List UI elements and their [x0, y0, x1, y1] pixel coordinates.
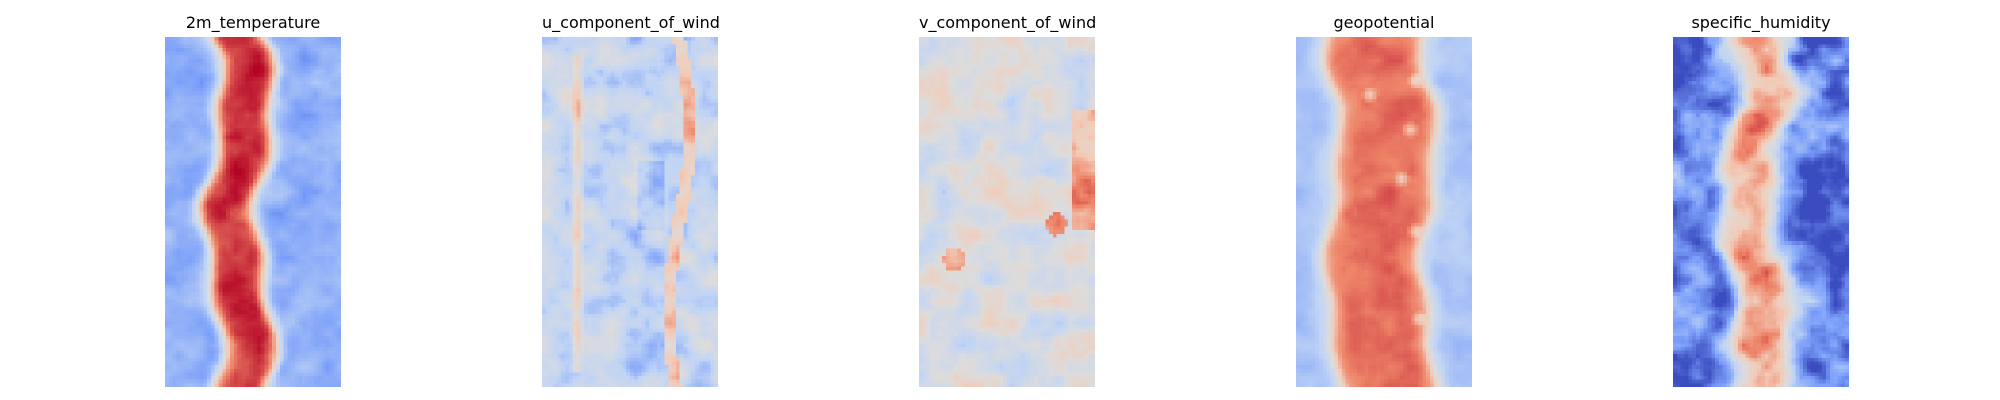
panel-title: geopotential [1296, 14, 1472, 32]
heatmap-panel-3: v_component_of_wind [919, 14, 1096, 387]
heatmap-panel-1: 2m_temperature [165, 14, 341, 387]
heatmap-panel-5: specific_humidity [1673, 14, 1849, 387]
panel-title: 2m_temperature [165, 14, 341, 32]
heatmap-image [1296, 37, 1472, 387]
heatmap-image [542, 37, 718, 387]
heatmap-panel-4: geopotential [1296, 14, 1472, 387]
heatmap-panel-2: u_component_of_wind [542, 14, 720, 387]
heatmap-image [1673, 37, 1849, 387]
panel-title: v_component_of_wind [919, 14, 1096, 32]
heatmap-image [919, 37, 1095, 387]
heatmap-image [165, 37, 341, 387]
panel-title: u_component_of_wind [542, 14, 720, 32]
panel-title: specific_humidity [1673, 14, 1849, 32]
